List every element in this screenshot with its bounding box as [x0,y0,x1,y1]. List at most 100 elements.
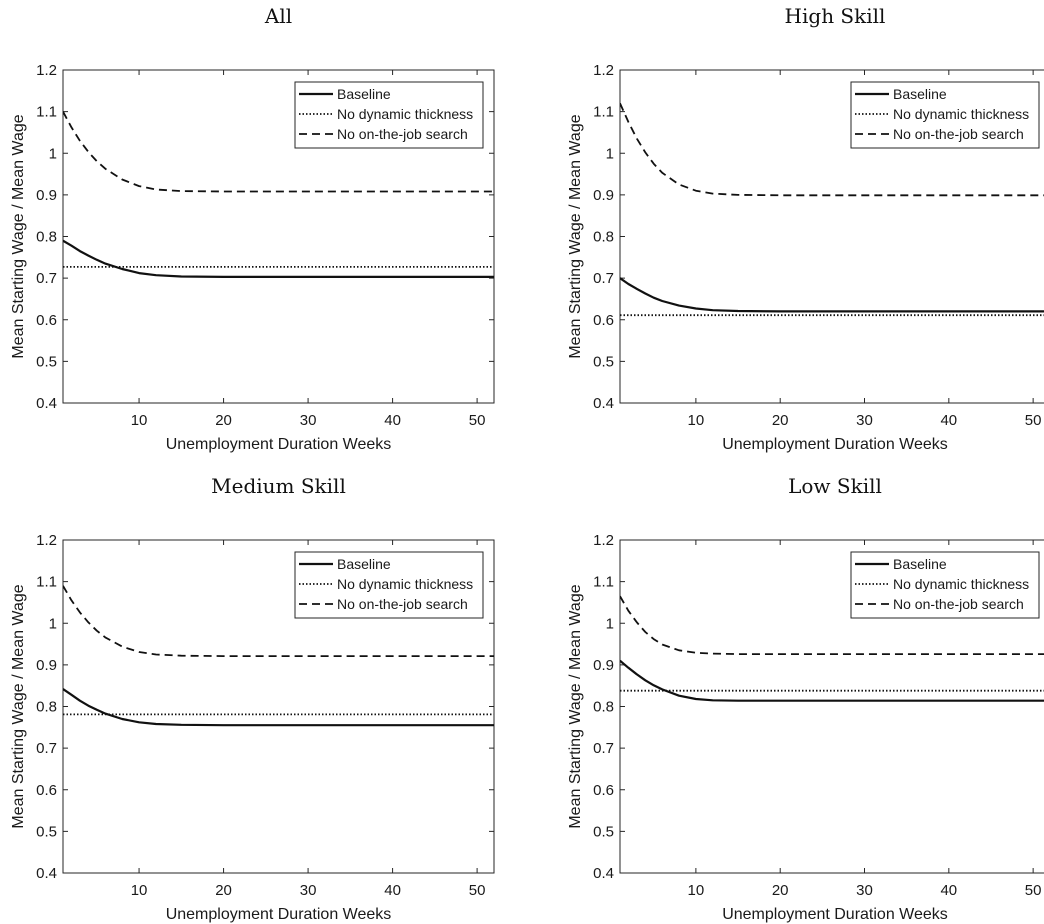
y-tick-label: 0.6 [36,782,57,799]
x-tick-label: 10 [688,882,705,899]
y-tick-label: 1 [49,145,57,162]
x-tick-label: 20 [772,882,789,899]
panel-title: All [264,4,292,28]
legend-label: No on-the-job search [893,596,1024,612]
y-tick-label: 0.8 [593,229,614,246]
series-line-solid [620,277,1044,313]
y-tick-label: 1.2 [36,532,57,549]
series-group [63,585,494,727]
panel-title: High Skill [785,4,886,28]
y-tick-label: 0.8 [36,699,57,716]
x-tick-label: 40 [940,882,957,899]
series-line-dashed [620,102,1044,197]
series-group [63,111,494,278]
series-group [620,595,1044,702]
series-line-solid [620,659,1044,702]
x-tick-label: 30 [300,412,317,429]
x-axis-label: Unemployment Duration Weeks [166,906,392,923]
y-tick-label: 0.5 [593,823,614,840]
x-tick-label: 50 [1025,882,1042,899]
x-tick-label: 40 [940,412,957,429]
x-tick-label: 30 [856,412,873,429]
y-tick-label: 0.7 [593,740,614,757]
y-tick-label: 1.1 [36,574,57,591]
legend-label: No on-the-job search [337,596,468,612]
x-tick-label: 10 [131,412,148,429]
y-tick-label: 0.8 [36,229,57,246]
x-tick-label: 50 [469,882,486,899]
x-axis-label: Unemployment Duration Weeks [166,436,392,453]
chart-panel-3: Medium Skill 0.4 0.5 0.6 0.7 0.8 0.9 1 1.1 1.2 10 2… [10,474,495,923]
series-line-dashed [620,595,1044,655]
x-tick-label: 40 [384,412,401,429]
y-tick-label: 0.6 [593,782,614,799]
y-tick-label: 0.6 [36,312,57,329]
legend-label: No dynamic thickness [893,106,1029,122]
x-tick-label: 50 [469,412,486,429]
series-group [620,102,1044,317]
y-tick-label: 1 [606,615,614,632]
y-tick-label: 0.9 [593,657,614,674]
panel-title: Medium Skill [211,474,346,498]
x-tick-label: 20 [215,882,232,899]
y-tick-label: 0.4 [593,865,614,882]
chart-panel-2: High Skill 0.4 0.5 0.6 0.7 0.8 0.9 1 1.1 1.2 10 20 3… [567,4,1044,453]
y-tick-label: 0.9 [36,187,57,204]
x-tick-label: 20 [215,412,232,429]
series-line-solid [63,239,494,278]
legend-label: Baseline [337,86,391,102]
y-tick-label: 1.1 [593,574,614,591]
y-axis-label: Mean Starting Wage / Mean Wage [567,584,584,828]
y-tick-label: 0.8 [593,699,614,716]
y-tick-label: 0.7 [36,270,57,287]
series-line-dashed [63,585,494,657]
y-tick-label: 0.7 [36,740,57,757]
x-tick-label: 30 [300,882,317,899]
y-axis-label: Mean Starting Wage / Mean Wage [567,114,584,358]
y-tick-label: 0.9 [593,187,614,204]
y-tick-label: 1 [49,615,57,632]
series-line-solid [63,688,494,727]
x-tick-label: 10 [131,882,148,899]
x-tick-label: 40 [384,882,401,899]
x-tick-label: 30 [856,882,873,899]
legend-label: No dynamic thickness [893,576,1029,592]
y-tick-label: 0.4 [36,865,57,882]
y-tick-label: 0.9 [36,657,57,674]
y-tick-label: 1.1 [36,104,57,121]
legend-label: No on-the-job search [337,126,468,142]
y-tick-label: 0.5 [36,823,57,840]
series-line-dashed [63,111,494,193]
y-tick-label: 1.2 [593,62,614,79]
x-axis-label: Unemployment Duration Weeks [722,906,948,923]
y-tick-label: 1.2 [593,532,614,549]
legend-label: No on-the-job search [893,126,1024,142]
legend-label: No dynamic thickness [337,576,473,592]
y-tick-label: 0.5 [36,353,57,370]
y-axis-label: Mean Starting Wage / Mean Wage [10,114,27,358]
legend-label: No dynamic thickness [337,106,473,122]
legend: Baseline No dynamic thickness No on-the-jo… [294,551,484,619]
y-tick-label: 1 [606,145,614,162]
legend: Baseline No dynamic thickness No on-the-jo… [850,551,1040,619]
chart-panel-1: All 0.4 0.5 0.6 0.7 0.8 0.9 1 1.1 1.2 10 20 30 40 50 Un… [10,4,495,453]
y-tick-label: 0.5 [593,353,614,370]
legend-label: Baseline [893,86,947,102]
x-axis-label: Unemployment Duration Weeks [722,436,948,453]
legend-label: Baseline [893,556,947,572]
x-tick-label: 20 [772,412,789,429]
legend-label: Baseline [337,556,391,572]
legend: Baseline No dynamic thickness No on-the-jo… [294,81,484,149]
y-tick-label: 0.4 [593,395,614,412]
y-tick-label: 1.1 [593,104,614,121]
x-tick-label: 50 [1025,412,1042,429]
legend: Baseline No dynamic thickness No on-the-jo… [850,81,1040,149]
x-tick-label: 10 [688,412,705,429]
y-tick-label: 1.2 [36,62,57,79]
y-axis-label: Mean Starting Wage / Mean Wage [10,584,27,828]
chart-panel-4: Low Skill 0.4 0.5 0.6 0.7 0.8 0.9 1 1.1 1.2 10 20 30… [567,474,1044,923]
y-tick-label: 0.4 [36,395,57,412]
panel-title: Low Skill [788,474,882,498]
y-tick-label: 0.6 [593,312,614,329]
